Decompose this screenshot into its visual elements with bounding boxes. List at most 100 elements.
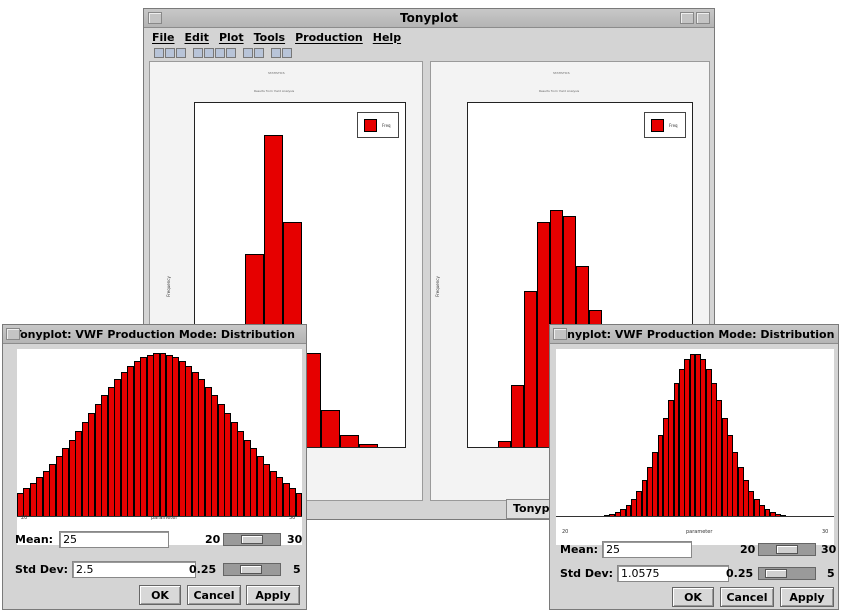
window-menu-button[interactable] <box>6 328 20 340</box>
std-slider[interactable] <box>758 567 816 580</box>
mean-input[interactable]: 25 <box>59 531 170 548</box>
distribution-dialog-left: Tonyplot: VWF Production Mode: Distribut… <box>2 324 307 610</box>
distribution-plot <box>556 349 834 545</box>
menu-tools[interactable]: Tools <box>253 30 286 44</box>
layout-icon[interactable] <box>271 48 281 58</box>
distribution-bar <box>250 448 258 517</box>
apply-button[interactable]: Apply <box>246 585 300 605</box>
ok-button[interactable]: OK <box>672 587 714 607</box>
menu-production[interactable]: Production <box>295 30 363 44</box>
distribution-bar <box>133 361 141 517</box>
slider-thumb[interactable] <box>765 569 787 578</box>
menu-file[interactable]: File <box>152 30 175 44</box>
zoom-out-icon[interactable] <box>254 48 264 58</box>
toolbar <box>144 46 714 60</box>
ruler-icon[interactable] <box>204 48 214 58</box>
overlay-icon[interactable] <box>193 48 203 58</box>
mean-row: Mean: 25 <box>15 531 170 548</box>
distribution-bar <box>107 387 115 517</box>
std-min-label: 0.25 <box>189 563 217 576</box>
cancel-button[interactable]: Cancel <box>720 587 774 607</box>
main-title: Tonyplot <box>400 11 458 25</box>
cutline-icon[interactable] <box>226 48 236 58</box>
left-plot-title: Results from Yield Analysis <box>254 89 295 93</box>
distribution-dialog-right: Tonyplot: VWF Production Mode: Distribut… <box>549 324 839 610</box>
std-label: Std Dev: <box>15 563 69 576</box>
mean-row: Mean: 25 <box>560 541 693 558</box>
axis-parameter-label: parameter <box>686 529 713 535</box>
right-plot-header: STATISTICS <box>553 71 570 75</box>
display-icon[interactable] <box>282 48 292 58</box>
std-row: Std Dev: 2.5 <box>15 561 197 578</box>
redraw-icon[interactable] <box>165 48 175 58</box>
distribution-bar <box>178 361 186 517</box>
std-max-label: 5 <box>827 567 835 580</box>
distribution-bar <box>657 435 664 517</box>
cancel-button[interactable]: Cancel <box>187 585 241 605</box>
maximize-button[interactable] <box>696 12 710 24</box>
mean-slider[interactable] <box>758 543 816 556</box>
slider-thumb[interactable] <box>240 565 262 574</box>
distribution-plot <box>17 349 303 545</box>
histogram-bar <box>498 441 511 447</box>
histogram-bar <box>321 410 340 447</box>
ok-button[interactable]: OK <box>139 585 181 605</box>
histogram-bar <box>340 435 359 447</box>
slider-thumb[interactable] <box>241 535 263 544</box>
mean-max-label: 30 <box>821 543 837 556</box>
copy-icon[interactable] <box>176 48 186 58</box>
distribution-baseline <box>17 516 302 517</box>
distribution-bar <box>75 431 83 517</box>
distribution-bar <box>727 435 733 517</box>
window-menu-button[interactable] <box>553 328 567 340</box>
std-slider[interactable] <box>223 563 281 576</box>
histogram-bar <box>359 444 378 447</box>
menu-plot[interactable]: Plot <box>218 30 244 44</box>
zoom-in-icon[interactable] <box>243 48 253 58</box>
dialog-left-titlebar[interactable]: Tonyplot: VWF Production Mode: Distribut… <box>3 325 306 344</box>
legend-swatch <box>364 119 377 132</box>
distribution-bar <box>204 387 212 517</box>
left-plot-ylabel: Frequency <box>165 276 171 297</box>
apply-button[interactable]: Apply <box>780 587 834 607</box>
distribution-bar <box>153 353 160 517</box>
std-input[interactable]: 1.0575 <box>617 565 730 582</box>
distribution-bar <box>49 463 57 517</box>
distribution-bar <box>146 354 154 517</box>
minimize-button[interactable] <box>680 12 694 24</box>
print-icon[interactable] <box>154 48 164 58</box>
distribution-bar <box>120 372 128 517</box>
std-max-label: 5 <box>293 563 301 576</box>
distribution-bar <box>759 504 765 517</box>
mean-min-label: 20 <box>740 543 756 556</box>
right-plot-title: Results from Yield Analysis <box>539 89 580 93</box>
dialog-right-titlebar[interactable]: Tonyplot: VWF Production Mode: Distribut… <box>550 325 838 344</box>
mean-input[interactable]: 25 <box>602 541 693 558</box>
menubar: File Edit Plot Tools Production Help <box>144 28 714 46</box>
window-menu-button[interactable] <box>148 12 162 24</box>
histogram-bar <box>524 291 537 447</box>
slider-thumb[interactable] <box>776 545 798 554</box>
axis-max-label: 30 <box>289 515 296 521</box>
legend-swatch <box>651 119 664 132</box>
distribution-bar <box>295 492 303 517</box>
distribution-bar <box>36 477 44 517</box>
std-input[interactable]: 2.5 <box>72 561 197 578</box>
mean-min-label: 20 <box>205 533 221 546</box>
distribution-bar <box>191 372 199 517</box>
main-titlebar[interactable]: Tonyplot <box>144 9 714 28</box>
distribution-bar <box>81 422 89 517</box>
menu-help[interactable]: Help <box>372 30 402 44</box>
std-min-label: 0.25 <box>726 567 754 580</box>
distribution-bar <box>94 404 102 517</box>
mean-slider[interactable] <box>223 533 281 546</box>
probe-icon[interactable] <box>215 48 225 58</box>
dialog-right-title: Tonyplot: VWF Production Mode: Distribut… <box>553 327 835 341</box>
left-plot-header: STATISTICS <box>268 71 285 75</box>
histogram-bar <box>511 385 524 447</box>
distribution-bar <box>276 477 284 517</box>
menu-edit[interactable]: Edit <box>184 30 209 44</box>
axis-parameter-label: parameter <box>151 515 178 521</box>
distribution-bar <box>237 431 245 517</box>
std-label: Std Dev: <box>560 567 614 580</box>
